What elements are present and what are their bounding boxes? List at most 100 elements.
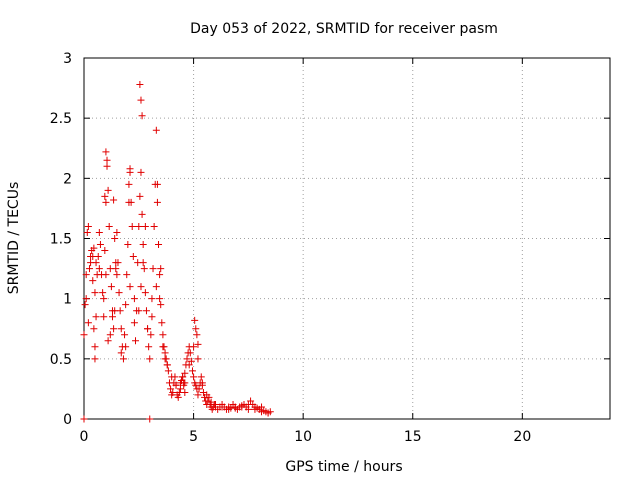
data-point: [130, 319, 138, 327]
data-point: [138, 112, 146, 120]
data-point: [161, 349, 169, 357]
data-point: [104, 186, 112, 194]
data-point: [159, 343, 167, 351]
data-point: [204, 397, 212, 405]
data-point: [117, 349, 125, 357]
data-point: [113, 271, 121, 279]
data-point: [244, 401, 252, 409]
data-point: [82, 295, 90, 303]
data-point: [157, 265, 165, 273]
data-point: [156, 271, 164, 279]
data-point: [198, 381, 206, 389]
data-point: [181, 389, 189, 397]
data-point: [153, 180, 161, 188]
data-point: [115, 289, 123, 297]
data-point: [111, 235, 119, 242]
data-point: [103, 162, 111, 170]
data-point: [113, 228, 121, 236]
data-point: [142, 307, 150, 315]
data-point: [117, 325, 125, 333]
data-point: [124, 241, 132, 249]
data-point: [150, 222, 158, 230]
data-point: [92, 259, 100, 267]
data-point: [140, 265, 148, 273]
data-point: [137, 96, 145, 104]
data-point: [231, 404, 239, 412]
x-tick-label: 20: [513, 429, 531, 445]
data-points: [80, 80, 274, 423]
y-tick-label: 3: [63, 51, 72, 67]
data-point: [104, 337, 112, 345]
plot-frame: [83, 57, 611, 420]
data-point: [83, 228, 91, 236]
data-point: [186, 349, 194, 357]
data-point: [107, 283, 115, 291]
data-point: [158, 319, 166, 327]
data-point: [96, 241, 104, 249]
data-point: [106, 331, 114, 339]
data-point: [194, 355, 202, 363]
data-point: [112, 265, 120, 273]
x-tick-label: 5: [189, 429, 198, 445]
chart-title: Day 053 of 2022, SRMTID for receiver pas…: [190, 21, 498, 37]
data-point: [91, 343, 99, 351]
data-point: [258, 408, 266, 416]
data-point: [152, 126, 160, 134]
data-point: [212, 401, 219, 409]
data-point: [100, 313, 108, 321]
data-point: [149, 265, 157, 273]
data-point: [139, 259, 147, 267]
data-point: [172, 381, 180, 389]
data-point: [251, 405, 259, 413]
data-point: [179, 373, 187, 381]
data-point: [191, 316, 199, 324]
data-point: [125, 180, 133, 188]
data-point: [152, 283, 160, 291]
data-point: [130, 295, 138, 303]
data-point: [90, 244, 98, 252]
data-point: [136, 80, 144, 88]
data-point: [194, 340, 202, 348]
y-tick-label: 1.5: [50, 232, 72, 248]
data-point: [195, 385, 203, 393]
data-point: [141, 222, 149, 230]
axis-ticks: [83, 57, 610, 420]
data-point: [95, 228, 103, 236]
data-point: [146, 355, 154, 363]
data-point: [157, 301, 165, 309]
data-point: [164, 367, 172, 375]
data-point: [128, 222, 136, 230]
y-axis-label: SRMTID / TECUs: [6, 182, 22, 295]
data-point: [127, 198, 135, 206]
data-point: [193, 331, 201, 339]
data-point: [92, 313, 100, 321]
data-point: [192, 325, 200, 333]
data-point: [95, 265, 103, 273]
data-point: [102, 198, 110, 206]
data-point: [225, 405, 233, 413]
data-point: [190, 373, 198, 381]
data-point: [91, 355, 99, 363]
data-point: [137, 168, 145, 176]
data-point: [181, 369, 189, 377]
data-point: [102, 271, 110, 279]
data-point: [203, 391, 211, 399]
data-point: [163, 361, 171, 369]
data-point: [194, 391, 202, 399]
grid: [84, 58, 610, 419]
data-point: [180, 381, 188, 389]
data-point: [136, 192, 144, 200]
data-point: [146, 415, 154, 423]
data-point: [138, 210, 146, 218]
data-point: [218, 403, 226, 411]
data-point: [135, 307, 143, 315]
x-axis-label: GPS time / hours: [285, 459, 402, 475]
data-point: [105, 222, 113, 230]
data-point: [137, 283, 145, 291]
data-point: [91, 289, 99, 297]
data-point: [167, 385, 175, 393]
data-point: [108, 313, 116, 321]
data-point: [247, 397, 255, 405]
data-point: [122, 343, 130, 351]
data-point: [135, 222, 143, 230]
